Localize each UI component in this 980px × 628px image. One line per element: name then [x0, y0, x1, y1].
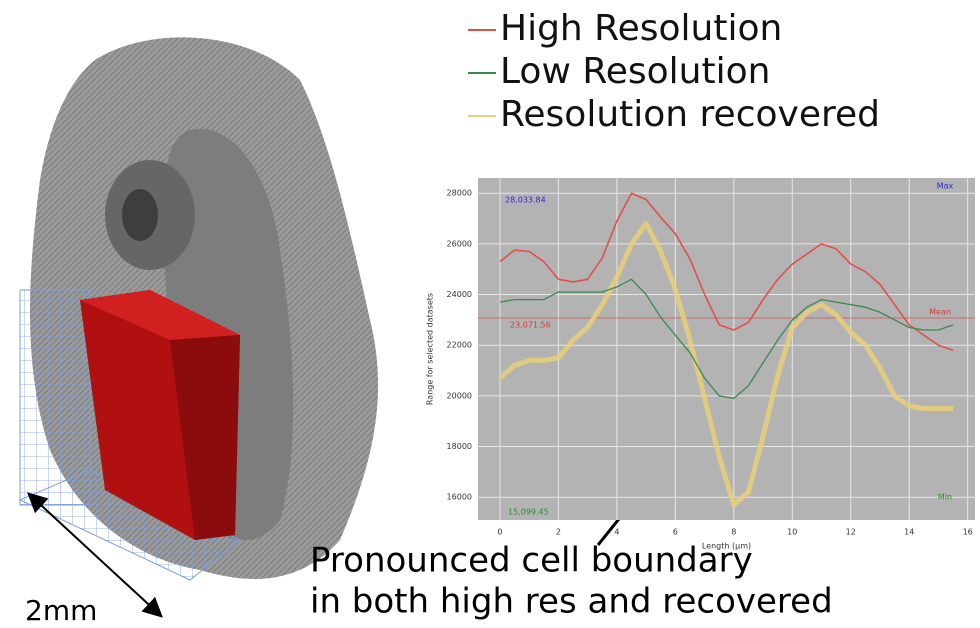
x-tick-label: 16 — [963, 528, 973, 537]
x-tick-label: 4 — [614, 528, 619, 537]
scale-label: 2mm — [25, 594, 97, 627]
x-axis-label: Length (µm) — [702, 542, 751, 551]
stat-name: Max — [937, 182, 954, 191]
x-tick-label: 0 — [497, 528, 502, 537]
volume-render — [20, 37, 378, 615]
stat-name: Min — [938, 493, 952, 502]
y-axis-label: Range for selected datasets — [426, 293, 435, 405]
x-tick-label: 8 — [731, 528, 736, 537]
y-tick-label: 26000 — [447, 239, 472, 248]
y-tick-label: 18000 — [447, 442, 472, 451]
plot-area — [478, 178, 975, 520]
stat-label: 23,071.56 — [510, 321, 551, 330]
annotation: Pronounced cell boundary — [310, 541, 753, 581]
stat-label: 28,033.84 — [505, 196, 546, 205]
legend-label: Resolution recovered — [500, 94, 880, 135]
y-tick-label: 24000 — [447, 290, 472, 299]
y-tick-label: 28000 — [447, 189, 472, 198]
plot: 16000 18000 20000 22000 24000 26000 28000 0 2 4 6 8… — [426, 8, 976, 551]
legend-label: Low Resolution — [500, 51, 770, 92]
y-tick-label: 16000 — [447, 493, 472, 502]
stat-name: Mean — [929, 308, 951, 317]
x-tick-label: 14 — [904, 528, 914, 537]
stat-label: 15,099.45 — [508, 508, 549, 517]
annotation: in both high res and recovered — [310, 582, 833, 622]
x-tick-label: 12 — [846, 528, 856, 537]
figure: 2mm Pronounced cell boundary in both hig… — [0, 0, 980, 628]
x-tick-label: 6 — [673, 528, 678, 537]
y-tick-label: 22000 — [447, 341, 472, 350]
x-tick-label: 2 — [556, 528, 561, 537]
y-tick-label: 20000 — [447, 391, 472, 400]
x-tick-label: 10 — [787, 528, 797, 537]
legend-label: High Resolution — [500, 8, 782, 49]
